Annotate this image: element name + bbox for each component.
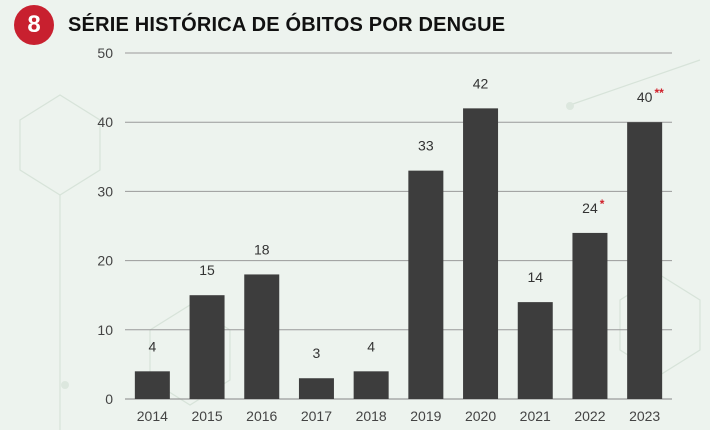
y-tick-label: 40 <box>97 114 113 130</box>
y-tick-label: 50 <box>97 45 113 61</box>
data-labels: 4 15 18 3 4 33 42 14 24 * 40 ** <box>148 75 664 361</box>
data-label-2021: 14 <box>527 269 543 285</box>
x-axis-ticks: 2014 2015 2016 2017 2018 2019 2020 2021 2022 2023 <box>137 408 661 424</box>
data-label-2014: 4 <box>148 338 156 354</box>
section-number-badge: 8 <box>14 5 54 45</box>
annotation-mark-2023: ** <box>654 86 664 100</box>
bar-2023 <box>627 122 663 399</box>
annotation-mark-2022: * <box>600 197 605 211</box>
bar-2018 <box>353 371 389 399</box>
x-tick-label: 2020 <box>465 408 496 424</box>
header: 8 SÉRIE HISTÓRICA DE ÓBITOS POR DENGUE <box>14 5 505 45</box>
bar-2015 <box>189 295 225 399</box>
x-tick-label: 2014 <box>137 408 168 424</box>
x-tick-label: 2019 <box>410 408 441 424</box>
x-tick-label: 2022 <box>574 408 605 424</box>
bar-2016 <box>244 274 280 399</box>
data-label-2019: 33 <box>418 138 434 154</box>
data-label-2018: 4 <box>367 338 375 354</box>
bar-2022 <box>572 232 608 399</box>
data-label-2017: 3 <box>313 345 321 361</box>
data-label-2015: 15 <box>199 262 215 278</box>
bars <box>134 108 663 400</box>
x-tick-label: 2015 <box>191 408 222 424</box>
bar-2014 <box>134 371 170 399</box>
x-tick-label: 2018 <box>356 408 387 424</box>
data-label-2023: 40 <box>637 89 653 105</box>
bar-2021 <box>517 302 553 399</box>
data-label-2022: 24 <box>582 200 598 216</box>
y-axis-ticks: 0 10 20 30 40 50 <box>97 45 113 407</box>
y-tick-label: 0 <box>105 391 113 407</box>
x-tick-label: 2016 <box>246 408 277 424</box>
data-label-2016: 18 <box>254 241 270 257</box>
bar-2020 <box>463 108 499 400</box>
y-tick-label: 30 <box>97 183 113 199</box>
y-tick-label: 20 <box>97 253 113 269</box>
bar-2019 <box>408 170 444 399</box>
bar-2017 <box>298 378 334 399</box>
x-tick-label: 2017 <box>301 408 332 424</box>
data-label-2020: 42 <box>473 75 489 91</box>
x-tick-label: 2021 <box>520 408 551 424</box>
x-tick-label: 2023 <box>629 408 660 424</box>
chart-title: SÉRIE HISTÓRICA DE ÓBITOS POR DENGUE <box>68 13 506 36</box>
y-tick-label: 10 <box>97 322 113 338</box>
